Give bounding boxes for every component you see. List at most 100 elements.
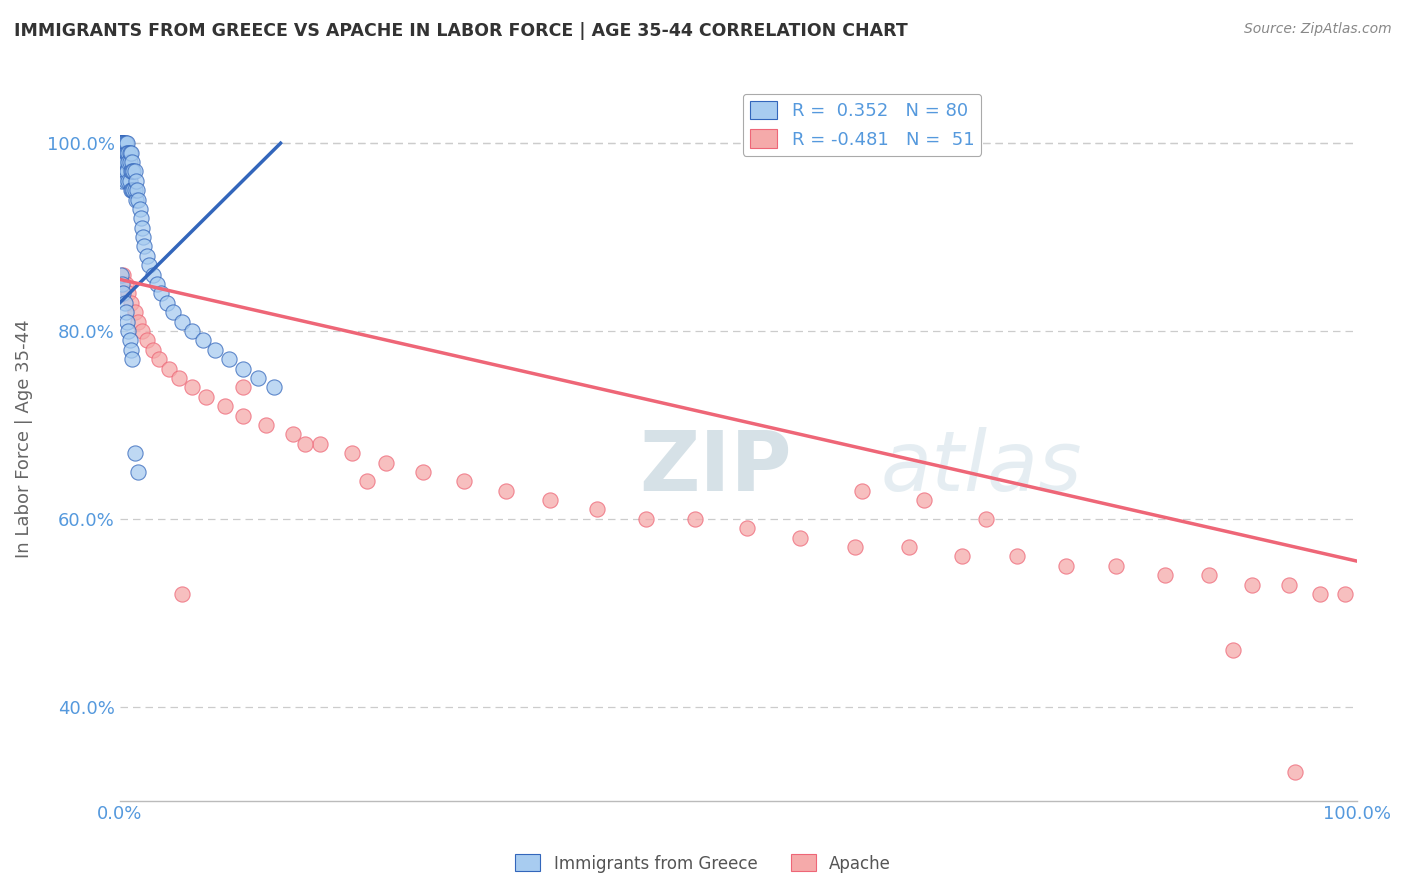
Point: [218, 352, 240, 367]
Point: [111, 136, 134, 151]
Point: [120, 183, 142, 197]
Point: [232, 409, 254, 423]
Point: [157, 361, 180, 376]
Point: [129, 211, 152, 226]
Point: [1278, 577, 1301, 591]
Point: [118, 155, 141, 169]
Point: [146, 277, 169, 291]
Point: [121, 155, 143, 169]
Point: [112, 286, 135, 301]
Point: [115, 305, 138, 319]
Point: [125, 174, 148, 188]
Point: [112, 155, 135, 169]
Point: [117, 145, 139, 160]
Point: [142, 268, 165, 282]
Point: [1309, 587, 1331, 601]
Point: [167, 371, 190, 385]
Point: [112, 164, 135, 178]
Point: [950, 549, 973, 564]
Point: [118, 174, 141, 188]
Point: [115, 145, 138, 160]
Point: [114, 164, 136, 178]
Point: [453, 475, 475, 489]
Point: [110, 268, 132, 282]
Point: [1154, 568, 1177, 582]
Point: [120, 145, 142, 160]
Point: [118, 334, 141, 348]
Point: [162, 305, 184, 319]
Point: [121, 183, 143, 197]
Text: atlas: atlas: [880, 427, 1083, 508]
Point: [789, 531, 811, 545]
Point: [374, 456, 396, 470]
Point: [586, 502, 609, 516]
Point: [204, 343, 226, 357]
Point: [115, 145, 138, 160]
Point: [170, 587, 193, 601]
Point: [254, 417, 277, 432]
Point: [294, 436, 316, 450]
Point: [112, 136, 135, 151]
Point: [134, 239, 156, 253]
Point: [111, 277, 134, 291]
Point: [232, 380, 254, 394]
Text: IMMIGRANTS FROM GREECE VS APACHE IN LABOR FORCE | AGE 35-44 CORRELATION CHART: IMMIGRANTS FROM GREECE VS APACHE IN LABO…: [14, 22, 908, 40]
Y-axis label: In Labor Force | Age 35-44: In Labor Force | Age 35-44: [15, 319, 32, 558]
Point: [114, 145, 136, 160]
Point: [125, 183, 148, 197]
Point: [111, 164, 134, 178]
Point: [121, 164, 143, 178]
Point: [114, 155, 136, 169]
Point: [898, 540, 921, 554]
Point: [115, 136, 138, 151]
Legend: R =  0.352   N = 80, R = -0.481   N =  51: R = 0.352 N = 80, R = -0.481 N = 51: [742, 94, 981, 156]
Point: [110, 145, 132, 160]
Point: [735, 521, 758, 535]
Point: [111, 174, 134, 188]
Point: [115, 174, 138, 188]
Point: [191, 334, 214, 348]
Point: [844, 540, 866, 554]
Point: [974, 512, 997, 526]
Point: [112, 136, 135, 151]
Point: [115, 155, 138, 169]
Point: [124, 164, 146, 178]
Point: [117, 286, 139, 301]
Point: [110, 136, 132, 151]
Point: [122, 164, 145, 178]
Point: [281, 427, 304, 442]
Point: [114, 296, 136, 310]
Point: [214, 399, 236, 413]
Point: [232, 361, 254, 376]
Point: [149, 286, 172, 301]
Point: [142, 343, 165, 357]
Point: [342, 446, 364, 460]
Point: [683, 512, 706, 526]
Point: [138, 258, 160, 272]
Point: [127, 465, 149, 479]
Point: [120, 343, 142, 357]
Point: [118, 145, 141, 160]
Point: [124, 305, 146, 319]
Point: [124, 183, 146, 197]
Point: [111, 155, 134, 169]
Point: [136, 249, 159, 263]
Point: [495, 483, 517, 498]
Point: [1054, 558, 1077, 573]
Point: [1333, 587, 1355, 601]
Legend: Immigrants from Greece, Apache: Immigrants from Greece, Apache: [509, 847, 897, 880]
Point: [111, 136, 134, 151]
Point: [170, 315, 193, 329]
Point: [1222, 643, 1244, 657]
Point: [912, 493, 935, 508]
Point: [117, 155, 139, 169]
Point: [1105, 558, 1128, 573]
Point: [131, 324, 153, 338]
Point: [114, 136, 136, 151]
Point: [180, 324, 202, 338]
Point: [112, 268, 135, 282]
Point: [124, 446, 146, 460]
Point: [1198, 568, 1220, 582]
Point: [127, 315, 149, 329]
Point: [115, 277, 138, 291]
